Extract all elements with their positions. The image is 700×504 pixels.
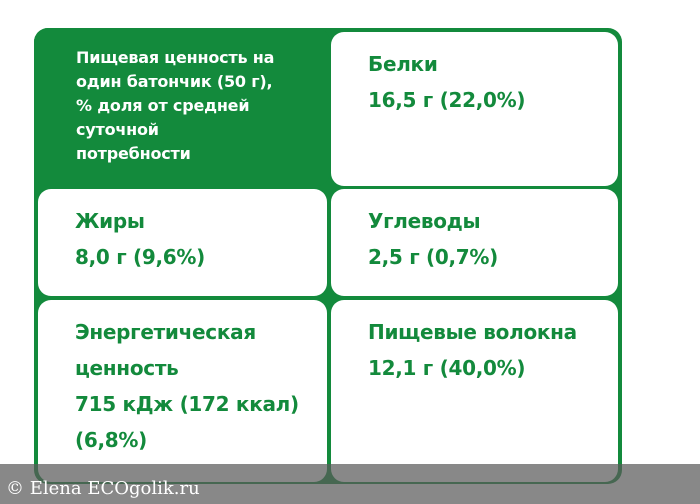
energy-value-line-1: 715 кДж (172 ккал) — [75, 392, 299, 416]
energy-label-line-2: ценность — [75, 356, 179, 380]
header-line-4: суточной — [76, 120, 159, 139]
fat-value: 8,0 г (9,6%) — [75, 245, 205, 269]
fat-cell: Жиры 8,0 г (9,6%) — [38, 189, 327, 296]
protein-label: Белки — [368, 52, 438, 76]
header-line-2: один батончик (50 г), — [76, 72, 273, 91]
watermark-bar — [0, 464, 700, 504]
fat-label: Жиры — [75, 209, 145, 233]
protein-value: 16,5 г (22,0%) — [368, 88, 526, 112]
header-line-5: потребности — [76, 144, 191, 163]
fiber-cell: Пищевые волокна 12,1 г (40,0%) — [331, 300, 618, 482]
header-title: Пищевая ценность на один батончик (50 г)… — [76, 46, 311, 166]
energy-cell: Энергетическая ценность 715 кДж (172 кка… — [38, 300, 327, 482]
header-line-1: Пищевая ценность на — [76, 48, 275, 67]
carbs-cell: Углеводы 2,5 г (0,7%) — [331, 189, 618, 296]
watermark-text: © Elena ECOgolik.ru — [6, 478, 200, 499]
carbs-value: 2,5 г (0,7%) — [368, 245, 498, 269]
carbs-label: Углеводы — [368, 209, 481, 233]
fiber-label: Пищевые волокна — [368, 320, 577, 344]
energy-value-line-2: (6,8%) — [75, 428, 147, 452]
header-line-3: % доля от средней — [76, 96, 250, 115]
header-cell: Пищевая ценность на один батончик (50 г)… — [34, 28, 330, 186]
energy-label-line-1: Энергетическая — [75, 320, 256, 344]
protein-cell: Белки 16,5 г (22,0%) — [331, 32, 618, 186]
fiber-value: 12,1 г (40,0%) — [368, 356, 526, 380]
